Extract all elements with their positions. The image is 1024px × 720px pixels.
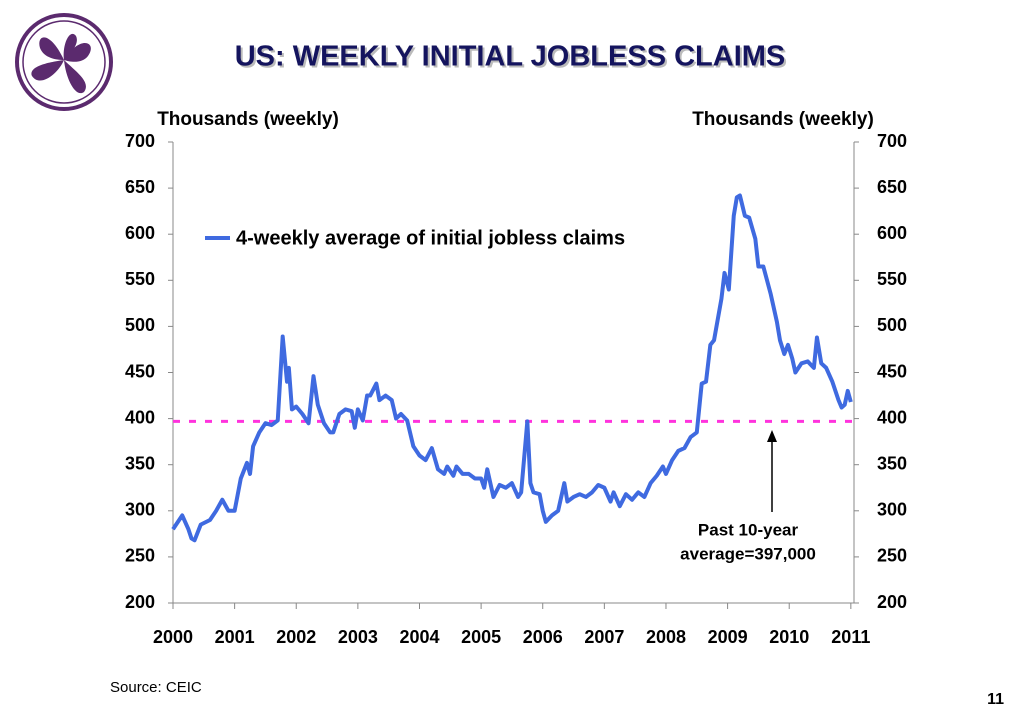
y-tick-label: 600 <box>125 223 155 243</box>
y2-axis-label: Thousands (weekly) <box>692 109 874 130</box>
y-tick-label: 650 <box>125 177 155 197</box>
y2-tick-label: 300 <box>877 500 907 520</box>
x-tick-label: 2009 <box>708 627 748 647</box>
y-tick-label: 250 <box>125 546 155 566</box>
y-tick-label: 500 <box>125 315 155 335</box>
y-tick-label: 350 <box>125 453 155 473</box>
y-tick-label: 700 <box>125 131 155 151</box>
x-tick-label: 2005 <box>461 627 501 647</box>
x-tick-label: 2006 <box>523 627 563 647</box>
y2-tick-label: 700 <box>877 131 907 151</box>
source: Source: CEIC <box>110 679 202 696</box>
y2-tick-label: 600 <box>877 223 907 243</box>
y2-tick-label: 550 <box>877 269 907 289</box>
x-tick-label: 2002 <box>276 627 316 647</box>
x-tick-label: 2003 <box>338 627 378 647</box>
y-tick-label: 550 <box>125 269 155 289</box>
annotation: Past 10-year <box>698 520 799 539</box>
x-tick-label: 2010 <box>769 627 809 647</box>
page-number: 11 <box>987 691 1004 708</box>
title-shadow: US: WEEKLY INITIAL JOBLESS CLAIMS <box>237 43 788 75</box>
x-tick-label: 2000 <box>153 627 193 647</box>
y2-tick-label: 250 <box>877 546 907 566</box>
y2-tick-label: 200 <box>877 592 907 612</box>
data-line <box>171 193 853 543</box>
x-tick-label: 2008 <box>646 627 686 647</box>
chart-title: US: WEEKLY INITIAL JOBLESS CLAIMS <box>235 41 786 73</box>
y2-tick-label: 350 <box>877 453 907 473</box>
y-tick-label: 300 <box>125 500 155 520</box>
x-tick-label: 2004 <box>399 627 439 647</box>
y2-tick-label: 500 <box>877 315 907 335</box>
y2-tick-label: 400 <box>877 407 907 427</box>
y2-tick-label: 450 <box>877 361 907 381</box>
arrow-head <box>767 430 777 442</box>
legend-label: 4-weekly average of initial jobless clai… <box>236 227 625 249</box>
y-axis-label: Thousands (weekly) <box>157 109 339 130</box>
y-tick-label: 400 <box>125 407 155 427</box>
y-tick-label: 450 <box>125 361 155 381</box>
x-tick-label: 2007 <box>584 627 624 647</box>
y-tick-label: 200 <box>125 592 155 612</box>
x-tick-label: 2001 <box>215 627 255 647</box>
logo <box>15 13 113 111</box>
y2-tick-label: 650 <box>877 177 907 197</box>
x-tick-label: 2011 <box>831 627 870 647</box>
annotation: average=397,000 <box>680 544 816 563</box>
